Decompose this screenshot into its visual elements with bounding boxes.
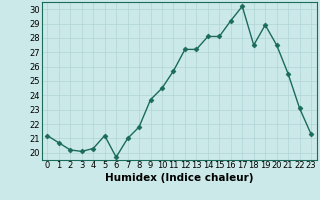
- X-axis label: Humidex (Indice chaleur): Humidex (Indice chaleur): [105, 173, 253, 183]
